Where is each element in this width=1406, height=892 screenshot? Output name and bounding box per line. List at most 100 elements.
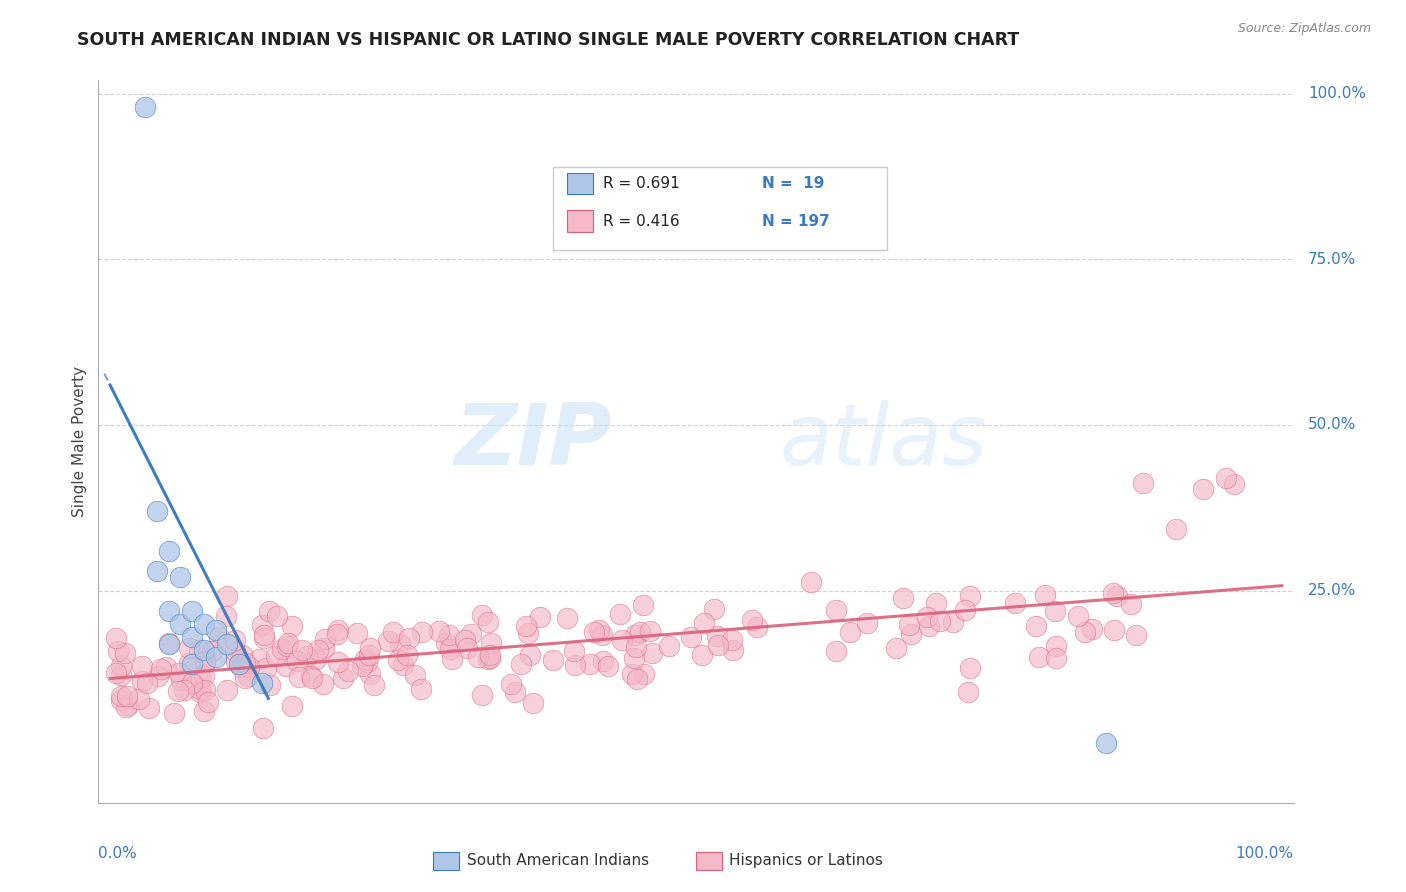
Point xyxy=(217,683,239,698)
Point xyxy=(169,616,191,631)
Text: 25.0%: 25.0% xyxy=(1308,583,1357,599)
Point xyxy=(215,589,238,603)
Point xyxy=(703,602,725,616)
Point xyxy=(107,644,129,658)
Point xyxy=(346,626,368,640)
Point xyxy=(460,627,482,641)
Point xyxy=(276,658,298,673)
Point xyxy=(312,641,335,656)
Point xyxy=(1033,588,1056,602)
Point xyxy=(957,685,980,699)
Point xyxy=(942,615,965,629)
Point xyxy=(953,603,976,617)
Point xyxy=(564,658,586,673)
Point xyxy=(181,676,204,690)
Point xyxy=(631,598,654,612)
Point xyxy=(596,659,619,673)
Point xyxy=(204,650,226,665)
Point xyxy=(706,629,728,643)
Point xyxy=(800,574,823,589)
Text: R = 0.691: R = 0.691 xyxy=(603,176,679,191)
Point xyxy=(396,648,419,662)
Point xyxy=(884,641,907,656)
Point xyxy=(620,667,643,681)
Point xyxy=(217,637,239,651)
FancyBboxPatch shape xyxy=(553,167,887,250)
Point xyxy=(839,624,862,639)
Point xyxy=(149,662,172,676)
Point xyxy=(529,610,551,624)
Text: Source: ZipAtlas.com: Source: ZipAtlas.com xyxy=(1237,22,1371,36)
Point xyxy=(225,654,247,668)
Point xyxy=(277,636,299,650)
Point xyxy=(856,616,879,631)
Point xyxy=(1045,650,1067,665)
Point xyxy=(404,668,426,682)
Point xyxy=(169,570,191,584)
Point xyxy=(1043,604,1066,618)
Point xyxy=(1080,622,1102,636)
Point xyxy=(312,677,335,691)
Point xyxy=(1102,624,1125,638)
Point xyxy=(131,659,153,673)
Point xyxy=(326,623,349,637)
Point xyxy=(591,628,613,642)
Point xyxy=(579,657,602,671)
Text: 75.0%: 75.0% xyxy=(1308,252,1357,267)
Point xyxy=(128,692,150,706)
Text: ZIP: ZIP xyxy=(454,400,613,483)
Point xyxy=(163,706,186,720)
Point xyxy=(707,638,730,652)
Point xyxy=(522,696,544,710)
Point xyxy=(146,564,169,578)
Point xyxy=(188,671,211,685)
Point xyxy=(193,616,215,631)
Text: 100.0%: 100.0% xyxy=(1236,846,1294,861)
Point xyxy=(194,656,217,670)
Point xyxy=(626,673,648,687)
Point xyxy=(148,668,170,682)
Point xyxy=(723,643,745,657)
Point xyxy=(131,674,153,689)
Point xyxy=(479,636,502,650)
Point xyxy=(441,652,464,666)
Point xyxy=(359,641,381,656)
Point xyxy=(398,631,420,645)
Point xyxy=(900,626,922,640)
Point xyxy=(201,644,224,658)
Point xyxy=(233,671,256,685)
Point xyxy=(173,683,195,698)
Text: 50.0%: 50.0% xyxy=(1308,417,1357,433)
Point xyxy=(170,673,193,687)
Point xyxy=(193,669,215,683)
Text: South American Indians: South American Indians xyxy=(467,853,648,868)
Point xyxy=(377,634,399,648)
Point xyxy=(454,632,477,647)
Point xyxy=(188,682,211,697)
Point xyxy=(247,652,270,666)
Point xyxy=(326,627,349,641)
Point xyxy=(228,657,250,671)
Point xyxy=(114,646,136,660)
Point xyxy=(193,704,215,718)
Point xyxy=(623,628,645,642)
Point xyxy=(519,648,541,662)
Point xyxy=(1125,628,1147,642)
Point xyxy=(301,671,323,685)
Point xyxy=(314,632,336,647)
Point xyxy=(638,624,661,638)
Point xyxy=(583,625,606,640)
Point xyxy=(633,667,655,681)
Point xyxy=(259,604,281,618)
Point xyxy=(299,669,322,683)
Point xyxy=(623,651,645,665)
Point xyxy=(115,699,138,714)
Point xyxy=(467,650,489,665)
Point xyxy=(693,615,716,630)
Point xyxy=(658,639,681,653)
Point xyxy=(517,626,540,640)
Point xyxy=(326,655,349,669)
Point xyxy=(915,610,938,624)
Point xyxy=(628,625,651,640)
Point xyxy=(181,603,204,617)
